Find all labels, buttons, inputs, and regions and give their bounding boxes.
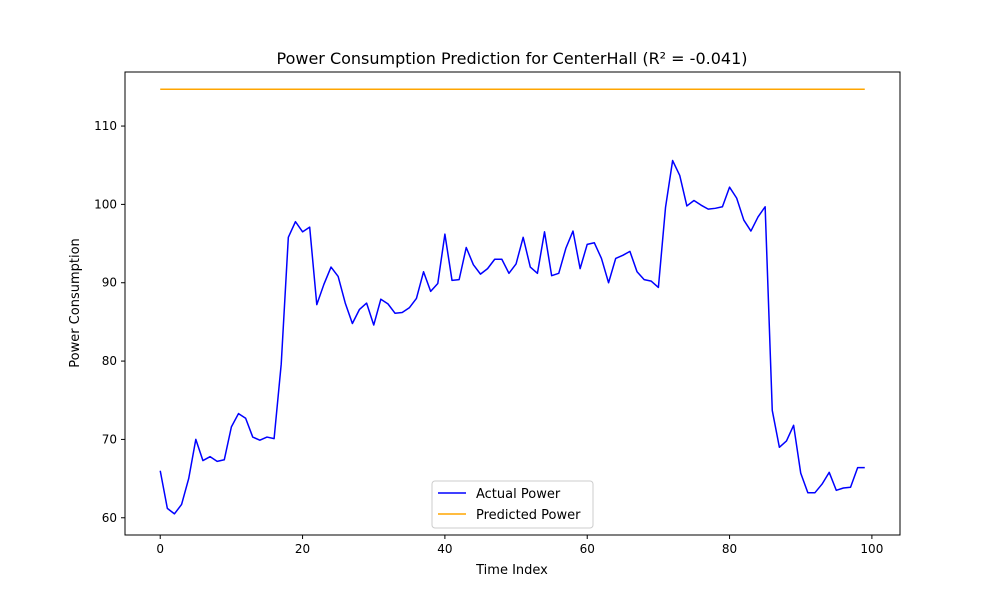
y-axis-label: Power Consumption [68,238,83,368]
legend-label-actual-power: Actual Power [476,487,561,502]
legend: Actual Power Predicted Power [431,480,594,529]
y-axis: 60 70 80 90 100 110 [94,119,125,525]
x-tick-label: 40 [437,542,452,556]
y-tick-label: 70 [102,432,117,446]
x-tick-label: 0 [156,542,164,556]
series-line-actual-power [159,159,865,515]
x-axis: 0 20 40 60 80 100 [156,535,883,556]
plot-frame [124,71,901,536]
y-tick-label: 100 [94,197,117,211]
x-axis-label: Time Index [475,563,548,578]
x-tick-label: 60 [580,542,595,556]
y-tick-label: 80 [102,354,117,368]
y-tick-label: 90 [102,276,117,290]
x-tick-label: 20 [295,542,310,556]
legend-label-predicted-power: Predicted Power [476,508,581,523]
plot-area [159,88,865,515]
x-tick-label: 100 [860,542,883,556]
legend-box [431,480,594,529]
y-tick-label: 60 [102,511,117,525]
x-tick-label: 80 [722,542,737,556]
y-tick-label: 110 [94,119,117,133]
chart-title: Power Consumption Prediction for CenterH… [276,49,747,68]
